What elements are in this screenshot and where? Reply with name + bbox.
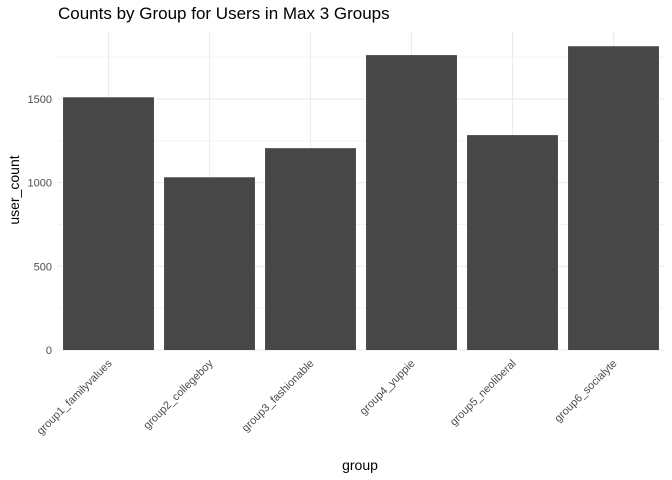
bar-group6_socialyte (568, 46, 659, 350)
x-tick-label: group2_collegeboy (141, 357, 216, 432)
y-axis-ticks: 0 500 1000 1500 (28, 94, 52, 357)
x-tick-label: group6_socialyte (552, 358, 619, 425)
bar-group3_fashionable (265, 148, 356, 350)
x-tick-label: group5_neoliberal (448, 358, 519, 429)
y-tick-label: 1000 (28, 178, 52, 190)
y-tick-label: 1500 (28, 94, 52, 106)
bar-group4_yuppie (366, 55, 457, 351)
bar-group5_neoliberal (467, 135, 558, 350)
x-tick-label: group3_fashionable (240, 358, 317, 435)
y-axis-title: user_count (6, 155, 22, 224)
x-axis-title: group (342, 457, 378, 473)
y-tick-label: 0 (46, 345, 52, 357)
bars (63, 46, 659, 351)
bar-group1_familyvalues (63, 97, 154, 350)
x-axis-ticks: group1_familyvalues group2_collegeboy grou… (35, 357, 620, 437)
x-tick-label: group1_familyvalues (35, 357, 115, 437)
bar-group2_collegeboy (164, 177, 255, 350)
y-tick-label: 500 (34, 261, 52, 273)
x-tick-label: group4_yuppie (358, 358, 418, 418)
chart-title: Counts by Group for Users in Max 3 Group… (58, 4, 390, 23)
